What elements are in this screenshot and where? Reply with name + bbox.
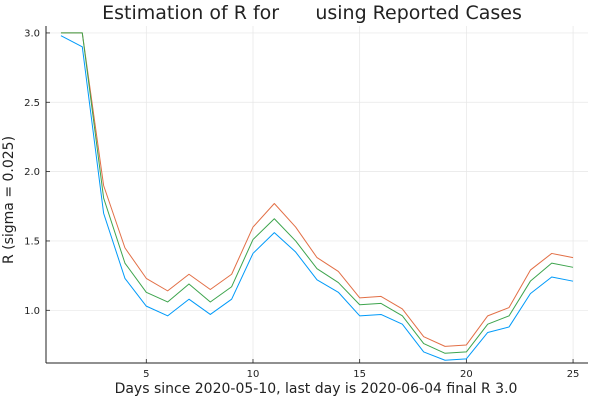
y-axis-label: R (sigma = 0.025) (1, 136, 17, 264)
series-line-1 (60, 32, 574, 347)
y-tick-label: 2.0 (24, 167, 40, 178)
x-tick-label: 10 (247, 369, 260, 380)
y-tick-label: 1.5 (24, 236, 40, 247)
axes (45, 26, 588, 364)
y-tick-label: 1.0 (24, 306, 40, 317)
y-tick-label: 2.5 (24, 98, 40, 109)
series-line-2 (60, 32, 574, 354)
series-lines (60, 32, 574, 361)
x-tick-label: 25 (567, 369, 580, 380)
grid (46, 26, 588, 363)
chart-title: Estimation of R for using Reported Cases (102, 2, 522, 24)
x-tick-label: 20 (460, 369, 473, 380)
series-line-3 (60, 35, 574, 361)
tick-labels: 5 10 15 20 25 1.0 1.5 2.0 2.5 3.0 (24, 28, 579, 380)
x-tick-label: 5 (143, 369, 149, 380)
y-tick-label: 3.0 (24, 28, 40, 39)
x-axis-label: Days since 2020-05-10, last day is 2020-… (115, 381, 518, 397)
x-tick-label: 15 (353, 369, 366, 380)
